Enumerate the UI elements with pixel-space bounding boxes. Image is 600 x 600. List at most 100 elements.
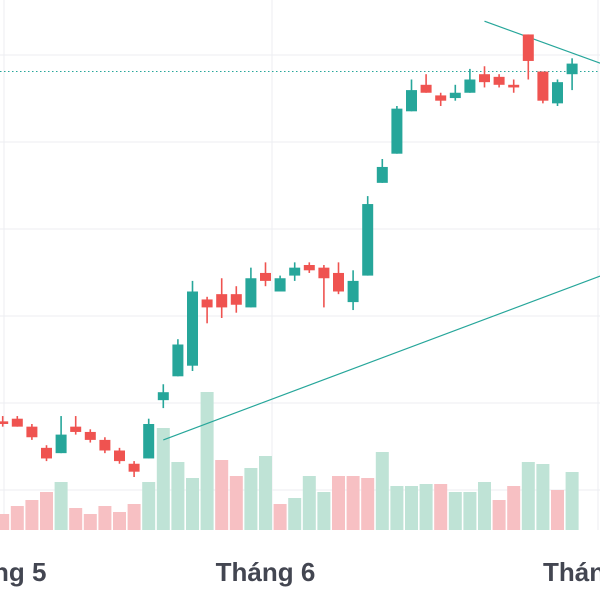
candle [70,416,82,435]
candle [26,424,38,440]
volume-bar [332,476,345,530]
volume-bar [448,492,462,530]
volume-bar [536,464,550,530]
candle [420,74,432,93]
candle-body [362,204,374,276]
candle-body [274,278,286,292]
candle-body [128,463,140,472]
candle [187,280,198,371]
volume-bar [171,462,185,530]
volume-bar [375,452,389,530]
x-tick-label: ng 5 [0,557,46,587]
volume-bar [200,392,214,530]
candle [362,196,374,276]
candle-body [347,280,359,303]
candle-body [522,34,534,61]
candle [508,79,520,93]
x-tick-label: Tháng 6 [216,557,316,587]
candle-body [333,272,344,292]
candle [143,418,155,459]
volume-bar [317,492,331,530]
candle-body [157,392,169,401]
volume-bar [361,478,375,530]
grid [0,0,600,530]
volume-bar [302,476,316,530]
candle [55,416,67,454]
candle-body [26,426,38,438]
volume-bar [156,428,170,530]
candle-body [201,299,213,308]
volume-bar [492,500,506,530]
volume-bar [98,506,112,530]
volume-bar [127,504,141,530]
candle-body [143,424,155,459]
volume-bar [390,486,404,530]
volume-bar [478,482,491,530]
candle [552,79,563,106]
volume-bar [273,504,287,530]
candle-body [84,431,96,440]
candle-body [449,92,461,99]
trendline-resistance[interactable] [484,20,600,64]
candle-body [70,426,82,432]
volume-bar [434,484,448,530]
candle-body [0,421,9,424]
candle [376,159,388,183]
candle-body [493,76,505,85]
candle-body [508,84,520,88]
volume-bar [83,514,97,530]
volume-bars [0,392,579,530]
volume-bar [25,500,39,530]
volume-bar [142,482,156,530]
candle [464,68,476,93]
candle-body [11,418,23,427]
candle-body [187,291,198,366]
candle-body [289,267,301,276]
candle [537,71,549,104]
candle-body [537,71,549,101]
volume-bar [463,492,477,530]
volume-bar [288,498,302,530]
candle-body [216,294,228,308]
candle-body [230,294,242,305]
candle-body [391,108,403,154]
candle [274,275,286,292]
volume-bar [507,486,521,530]
volume-bar [346,476,360,530]
candle-body [435,95,447,101]
candle [216,278,228,318]
candle [406,79,417,112]
candles [0,34,578,477]
candle [230,286,242,313]
x-tick-label: Thán [543,557,600,587]
candle [128,461,140,477]
trendlines[interactable] [163,20,600,441]
candle [289,262,301,281]
candle-body [172,344,184,377]
candle-body [245,278,257,308]
candle [566,58,578,91]
candle-body [406,90,417,112]
candle [449,84,461,101]
volume-bar [419,484,433,530]
candle [0,416,9,427]
volume-bar [551,490,564,530]
candle [318,265,330,308]
candle-body [552,82,563,104]
volume-bar [259,456,272,530]
candle-body [41,447,52,459]
candle-body [479,74,490,83]
candle [99,437,111,454]
volume-bar [244,468,258,530]
volume-bar [69,508,83,530]
candle [11,416,23,427]
volume-bar [215,460,229,530]
candle [260,262,271,287]
candle [84,429,96,443]
volume-bar [10,506,24,530]
candle-body [464,79,476,93]
candle-body [566,63,578,75]
trendline-support[interactable] [163,275,600,441]
